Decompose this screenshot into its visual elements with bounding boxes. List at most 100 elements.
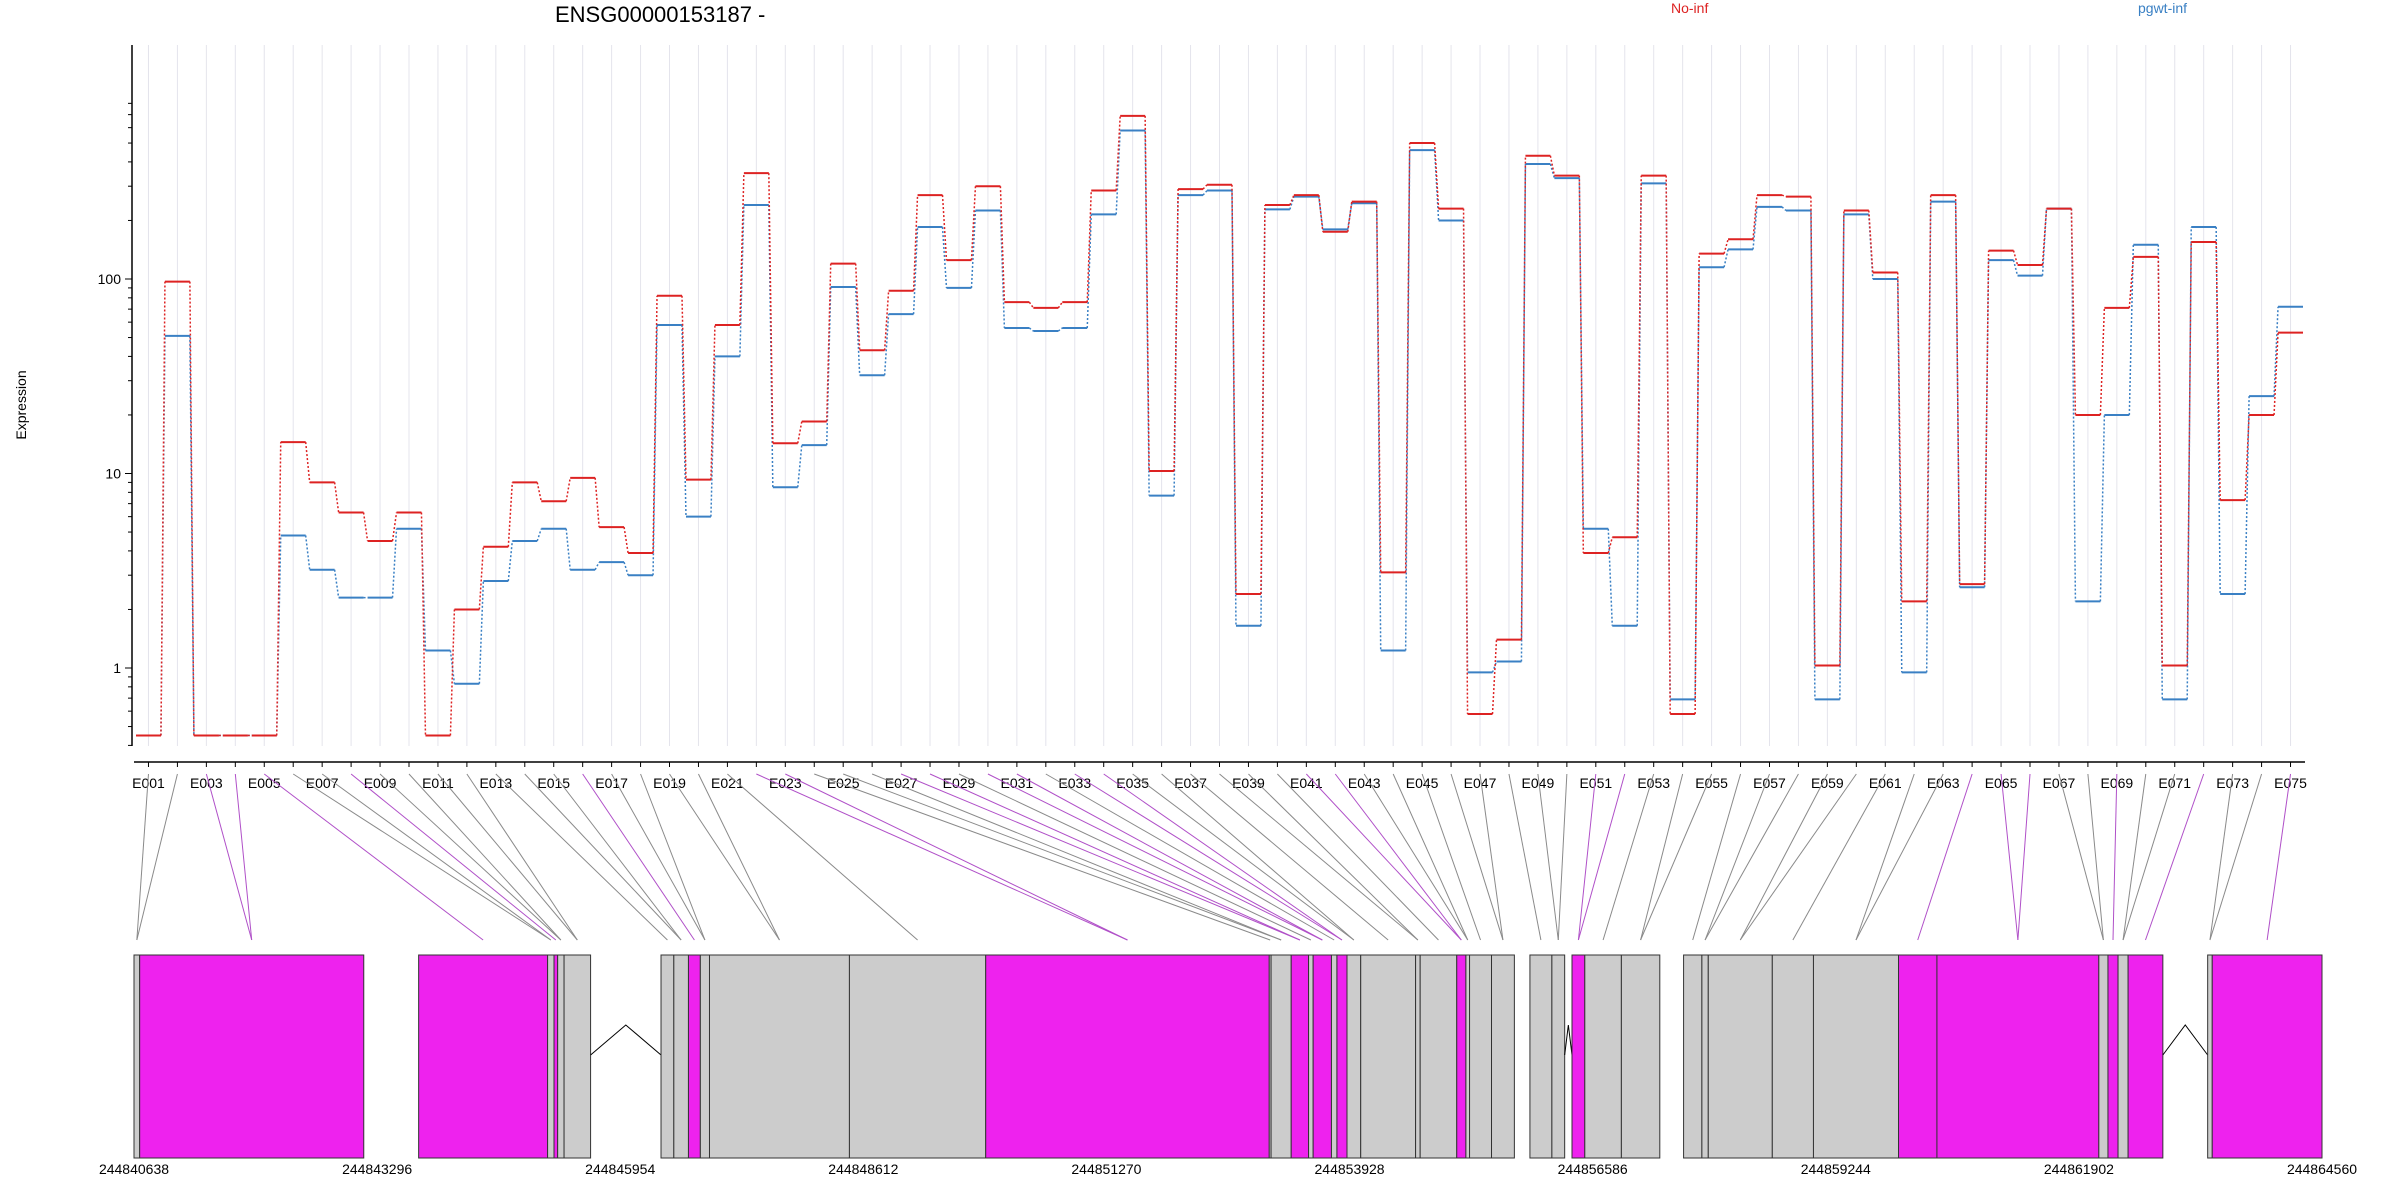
series-connector <box>2215 241 2221 501</box>
legend-no-inf: No-inf <box>1671 0 1708 16</box>
series-connector <box>1433 143 1440 209</box>
exon-block <box>547 954 555 1159</box>
coordinate-label: 244840638 <box>99 1161 169 1177</box>
exon-block <box>687 954 701 1159</box>
x-tick-label: E015 <box>537 775 570 791</box>
series-connector <box>2041 208 2048 276</box>
exon-connector <box>321 773 552 941</box>
series-connector <box>420 512 427 736</box>
exon-connector <box>408 773 562 941</box>
series-connector <box>1404 143 1411 573</box>
exon-connector <box>1577 773 1597 941</box>
x-tick-label: E009 <box>364 775 397 791</box>
exon-block <box>1469 954 1493 1159</box>
exon-block <box>848 954 987 1159</box>
exon-connector <box>1704 773 1770 941</box>
coordinate-label: 244856586 <box>1558 1161 1628 1177</box>
exon-connector <box>1917 773 1973 941</box>
x-tick-label: E073 <box>2216 775 2249 791</box>
coordinate-label: 244848612 <box>828 1161 898 1177</box>
exon-connector <box>234 773 253 941</box>
exon-block <box>708 954 850 1159</box>
series-connector <box>1028 301 1034 309</box>
series-connector <box>1086 214 1092 329</box>
exon-block <box>1456 954 1467 1159</box>
exon-block <box>1336 954 1348 1159</box>
exon-block <box>2211 954 2323 1159</box>
x-tick-label: E059 <box>1811 775 1844 791</box>
exon-block <box>1465 954 1471 1159</box>
exon-connector <box>379 773 562 941</box>
exon-connector <box>929 773 1301 941</box>
x-tick-label: E075 <box>2274 775 2307 791</box>
series-connector <box>391 528 398 598</box>
x-tick-label: E041 <box>1290 775 1323 791</box>
series-connector <box>2157 256 2164 666</box>
gene-model-track <box>133 954 2323 1159</box>
vertical-grid <box>147 45 2292 746</box>
x-tick-label: E063 <box>1927 775 1960 791</box>
x-tick-label: E013 <box>479 775 512 791</box>
x-tick-label: E057 <box>1753 775 1786 791</box>
coordinate-label: 244851270 <box>1071 1161 1141 1177</box>
series-connector <box>912 227 919 315</box>
series-connector <box>1231 184 1237 595</box>
exon-connector <box>350 773 557 941</box>
series-connector <box>1665 175 1671 715</box>
x-tick-label: E027 <box>885 775 918 791</box>
exon-connector <box>1248 773 1419 941</box>
exon-connector <box>1704 773 1799 941</box>
exon-connector <box>1103 773 1343 941</box>
series-connector <box>623 527 629 554</box>
series-connector <box>854 286 861 376</box>
series-connector <box>2273 332 2279 415</box>
series-connector <box>2186 227 2192 700</box>
exon-connector <box>1450 773 1504 941</box>
exon-block <box>557 954 565 1159</box>
exon-block <box>2117 954 2129 1159</box>
x-tick-label: E047 <box>1464 775 1497 791</box>
x-tick-label: E019 <box>653 775 686 791</box>
series-connector <box>478 580 485 684</box>
exon-connector <box>1855 773 1915 941</box>
exon-connector <box>611 773 706 941</box>
series-connector <box>2012 250 2019 266</box>
series-connector <box>999 210 1006 329</box>
x-tick-label: E017 <box>595 775 628 791</box>
series-connector <box>1549 155 1556 176</box>
series-connector <box>304 442 311 483</box>
series-connector <box>2128 256 2135 308</box>
series-connector <box>333 569 340 598</box>
series-connector <box>449 609 456 736</box>
exon-block <box>2098 954 2109 1159</box>
legend-pgwt-inf: pgwt-inf <box>2138 0 2187 16</box>
x-tick-label: E055 <box>1695 775 1728 791</box>
exon-connector <box>987 773 1323 941</box>
series-connector <box>1115 115 1121 191</box>
series-connector <box>1491 661 1498 673</box>
series-connector <box>1925 195 1932 602</box>
exon-connector <box>2058 773 2104 941</box>
intron-line <box>590 1024 662 1056</box>
series-connector <box>970 210 977 288</box>
exon-connector <box>1792 773 1886 941</box>
exon-connector <box>669 773 780 941</box>
series-connector <box>362 512 369 542</box>
exon-connector <box>437 773 578 941</box>
series-connector <box>536 482 542 502</box>
series-connector <box>275 442 282 736</box>
exon-connector <box>1640 773 1713 941</box>
series-connector <box>768 173 774 444</box>
series-connector <box>1462 208 1469 715</box>
exon-connector <box>1479 773 1504 941</box>
x-tick-label: E053 <box>1637 775 1670 791</box>
x-tick-label: E045 <box>1406 775 1439 791</box>
exon-block <box>1936 954 2100 1159</box>
series-connector <box>1694 253 1700 715</box>
x-tick-label: E049 <box>1522 775 1555 791</box>
exon-block <box>139 954 365 1159</box>
series-connector <box>536 528 542 542</box>
exon-connector <box>756 773 1128 941</box>
series-connector <box>1578 175 1585 554</box>
